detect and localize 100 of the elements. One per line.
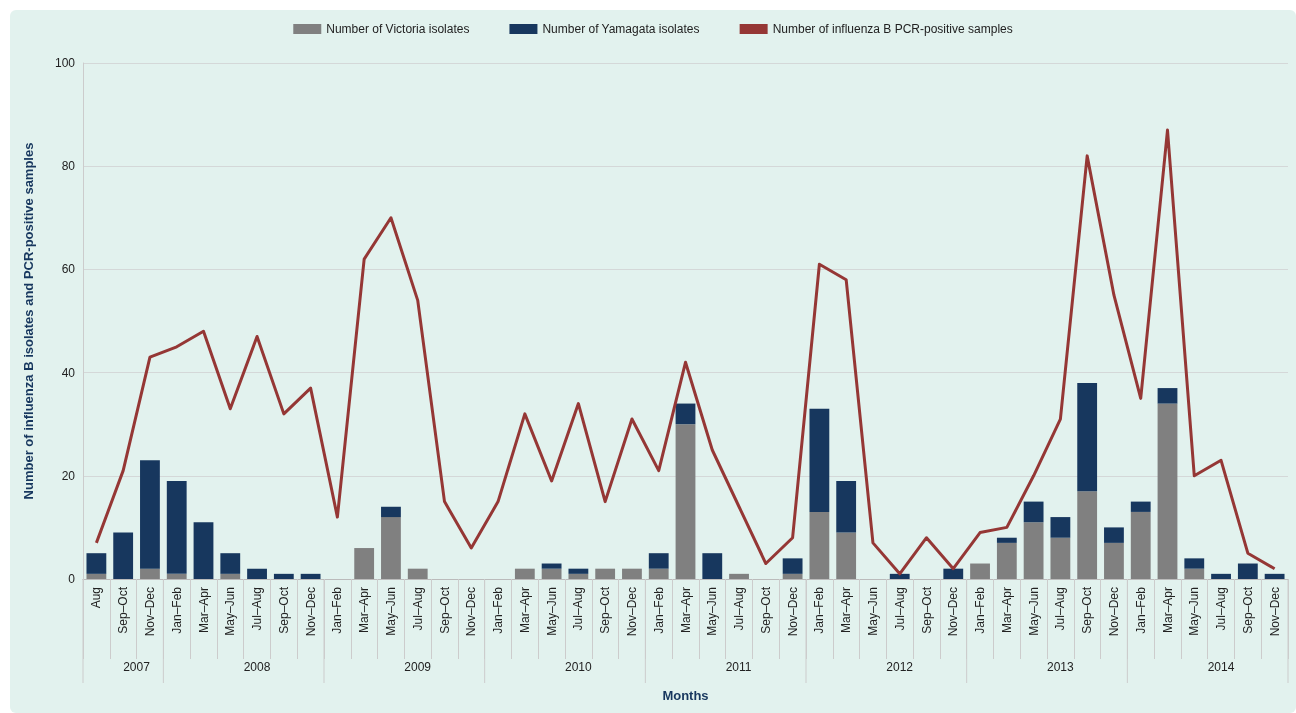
- bar: [514, 568, 535, 579]
- bar: [782, 573, 803, 579]
- x-tick-label: Jul–Aug: [1214, 587, 1229, 631]
- y-tick-label: 80: [61, 159, 76, 174]
- x-tick-label: Aug: [89, 587, 104, 609]
- legend-label: Number of influenza B PCR-positive samples: [772, 22, 1013, 36]
- x-tick-label: Mar–Apr: [678, 587, 693, 634]
- bar: [809, 408, 830, 512]
- x-tick-label: Sep–Oct: [1240, 586, 1255, 634]
- y-tick-label: 100: [54, 56, 76, 70]
- x-tick-label: May–Jun: [383, 587, 398, 636]
- x-tick-label: Jan–Feb: [491, 586, 506, 634]
- bar: [622, 568, 642, 579]
- bar: [1157, 388, 1178, 404]
- x-tick-label: Mar–Apr: [999, 587, 1014, 634]
- bar: [273, 573, 294, 579]
- bar: [220, 573, 241, 579]
- x-tick-label: May–Jun: [223, 587, 238, 636]
- x-tick-label: Nov–Dec: [142, 587, 157, 637]
- bar: [943, 568, 964, 579]
- y-tick-label: 0: [68, 572, 76, 586]
- bar: [407, 568, 428, 579]
- y-tick-label: 40: [61, 365, 76, 380]
- bar: [595, 568, 616, 579]
- x-tick-label: May–Jun: [705, 587, 720, 636]
- x-tick-label: Sep–Oct: [437, 586, 452, 634]
- x-axis-title: Months: [662, 688, 709, 703]
- x-tick-label: May–Jun: [865, 587, 880, 636]
- bar: [1050, 537, 1071, 579]
- bar: [247, 568, 267, 579]
- bar: [1130, 511, 1151, 579]
- x-tick-label: Sep–Oct: [919, 586, 934, 634]
- bar: [1157, 403, 1178, 579]
- bar: [568, 573, 589, 579]
- bar: [1211, 573, 1231, 579]
- bar: [220, 553, 241, 574]
- legend-label: Number of Yamagata isolates: [542, 22, 700, 36]
- x-tick-label: May–Jun: [1026, 587, 1041, 636]
- x-tick-label: Nov–Dec: [624, 587, 639, 637]
- x-tick-label: Nov–Dec: [464, 587, 479, 637]
- bar: [702, 553, 723, 579]
- bar: [889, 573, 910, 579]
- text: 2014: [1207, 660, 1235, 674]
- bar: [648, 568, 669, 579]
- text: 2013: [1047, 660, 1075, 674]
- x-tick-label: Jul–Aug: [732, 587, 747, 631]
- y-axis-title: Number of influenza B isolates and PCR-positive samples: [21, 142, 36, 500]
- bar: [1077, 491, 1098, 579]
- bar: [836, 480, 857, 533]
- bar: [1077, 382, 1098, 492]
- bar: [782, 558, 803, 574]
- bar: [113, 532, 134, 579]
- bar: [541, 563, 562, 569]
- bar: [1023, 501, 1044, 523]
- bar: [648, 553, 669, 569]
- x-tick-label: May–Jun: [544, 587, 559, 636]
- x-tick-label: Jul–Aug: [892, 587, 907, 631]
- bar: [675, 403, 696, 425]
- bar: [193, 522, 214, 579]
- bar: [1104, 542, 1124, 579]
- bar: [166, 573, 187, 579]
- x-tick-label: Jan–Feb: [330, 586, 345, 634]
- bar: [1184, 568, 1205, 579]
- y-tick-label: 60: [61, 262, 76, 277]
- line-series: [94, 128, 1277, 576]
- text: 2010: [565, 660, 593, 674]
- x-tick-label: Jan–Feb: [1133, 586, 1148, 634]
- x-tick-label: Sep–Oct: [598, 586, 613, 634]
- x-tick-label: Jan–Feb: [169, 586, 184, 634]
- text: 2009: [404, 660, 432, 674]
- x-tick-label: Nov–Dec: [303, 587, 318, 637]
- x-tick-label: Sep–Oct: [276, 586, 291, 634]
- x-tick-label: Sep–Oct: [1080, 586, 1095, 634]
- x-tick-label: Sep–Oct: [758, 586, 773, 634]
- bar: [354, 548, 375, 579]
- bar: [381, 517, 401, 579]
- bar: [1050, 517, 1071, 538]
- x-tick-label: Mar–Apr: [357, 587, 372, 634]
- x-tick-label: Jul–Aug: [571, 587, 586, 631]
- x-tick-label: Mar–Apr: [196, 587, 211, 634]
- text: 2008: [243, 660, 271, 674]
- x-tick-label: Jul–Aug: [250, 587, 265, 631]
- bar: [996, 537, 1017, 543]
- bar: [86, 573, 107, 579]
- bar: [140, 460, 160, 569]
- x-tick-label: Jan–Feb: [651, 586, 666, 634]
- bar: [300, 573, 321, 579]
- x-tick-label: Mar–Apr: [1160, 587, 1175, 634]
- bar: [568, 568, 589, 574]
- text: 2012: [886, 660, 914, 674]
- bar: [809, 511, 830, 579]
- bar: [1023, 522, 1044, 579]
- text: 2007: [123, 660, 151, 674]
- x-tick-label: Nov–Dec: [785, 587, 800, 637]
- bar: [996, 542, 1017, 579]
- bar: [729, 573, 749, 579]
- bar: [1184, 558, 1205, 569]
- bar: [1130, 501, 1151, 512]
- bar: [1264, 573, 1285, 579]
- bar: [1104, 527, 1124, 543]
